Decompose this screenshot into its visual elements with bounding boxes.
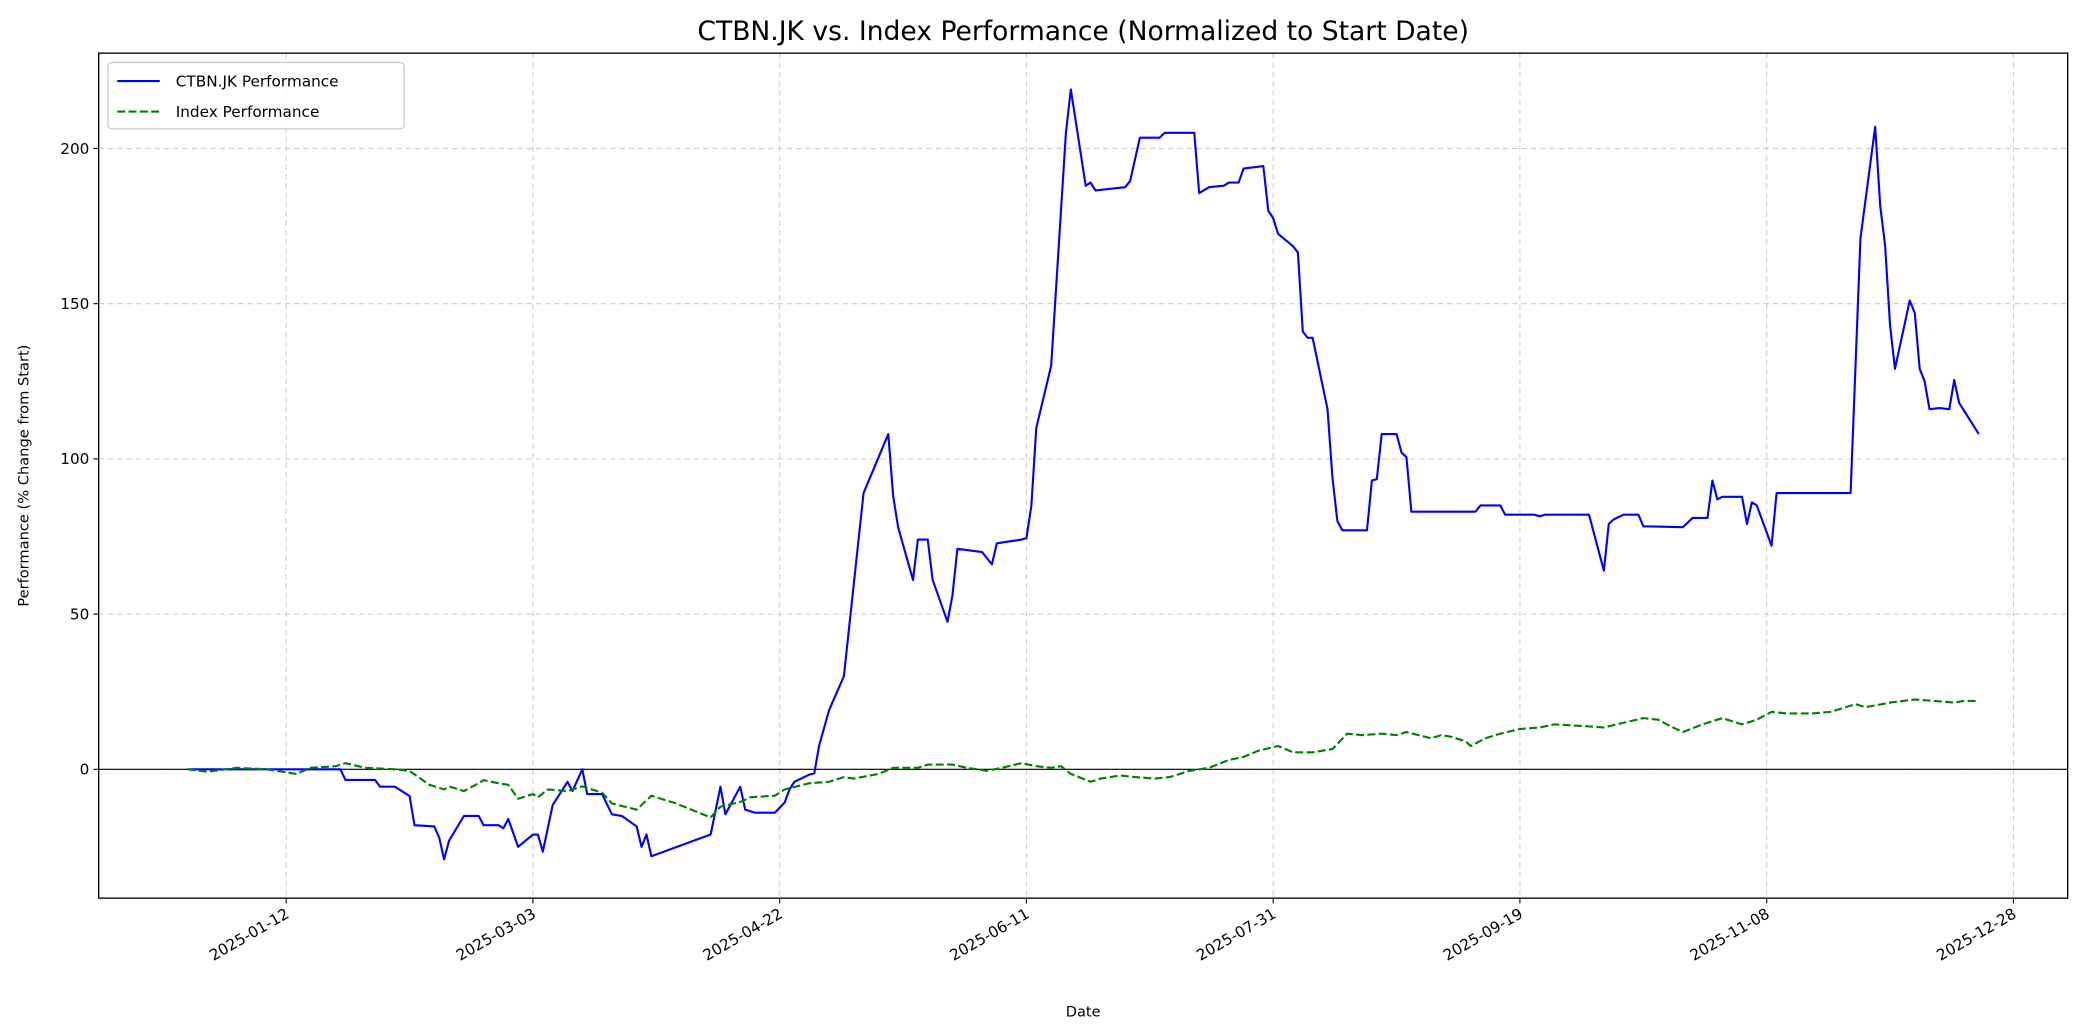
y-tick-label: 0 xyxy=(80,761,90,779)
y-axis-label: Performance (% Change from Start) xyxy=(15,345,32,607)
legend-label-index: Index Performance xyxy=(176,103,320,121)
legend-box xyxy=(107,61,405,130)
x-axis-label: Date xyxy=(1066,1003,1101,1020)
chart-title: CTBN.JK vs. Index Performance (Normalize… xyxy=(697,16,1469,47)
y-tick-label: 200 xyxy=(60,140,89,158)
series-line-index xyxy=(187,698,1979,819)
legend-label-ctbn: CTBN.JK Performance xyxy=(176,72,339,90)
legend: CTBN.JK Performance Index Performance xyxy=(107,61,405,130)
y-tick-label: 100 xyxy=(60,450,89,468)
y-axis-ticks: 0 50 100 150 200 xyxy=(60,140,99,779)
series-group xyxy=(187,88,1980,861)
series-line-ctbn xyxy=(187,88,1980,861)
y-tick-label: 150 xyxy=(60,295,89,313)
y-tick-label: 50 xyxy=(70,605,89,623)
plot-frame xyxy=(98,52,2069,899)
